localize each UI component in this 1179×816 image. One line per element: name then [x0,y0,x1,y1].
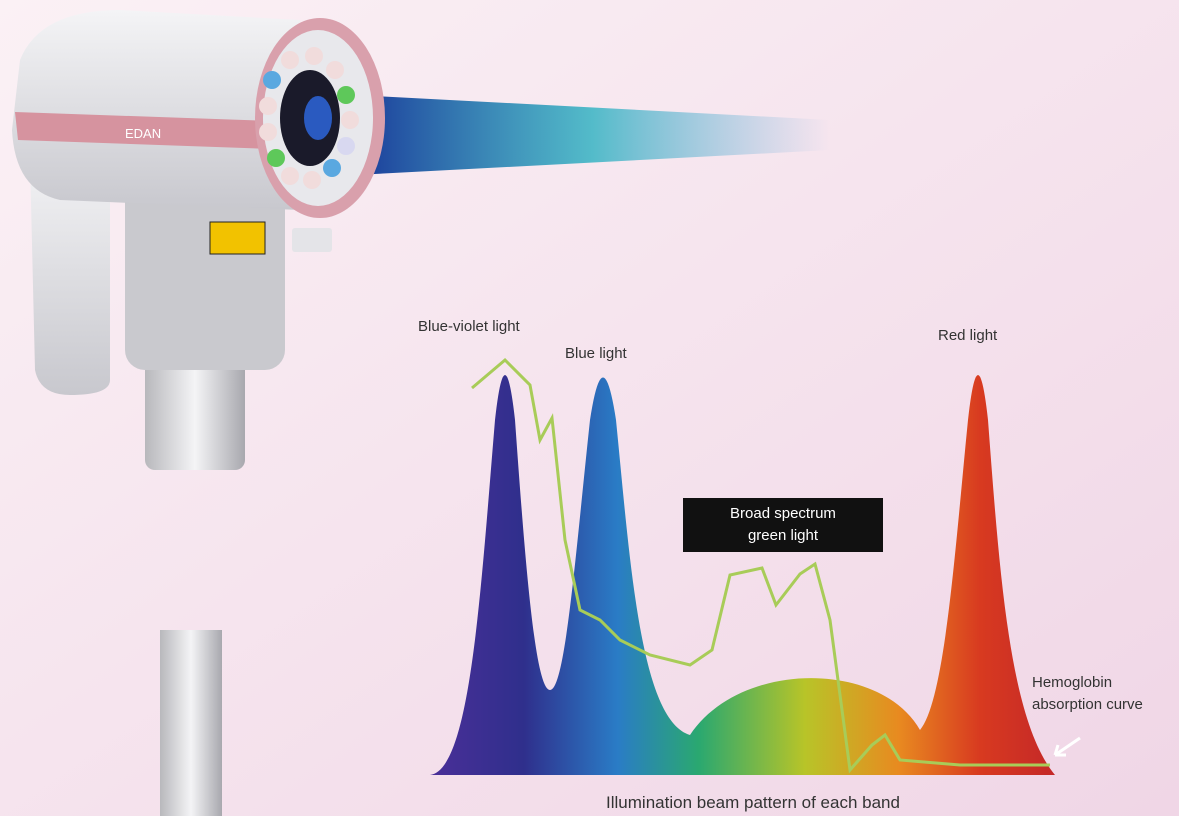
green-label-box [683,498,883,552]
led [259,97,277,115]
led [341,111,359,129]
device: EDAN [12,10,830,816]
red-label: Red light [938,327,998,344]
mount [125,180,285,370]
led [305,47,323,65]
led [323,159,341,177]
arrow [1053,736,1081,757]
led [259,123,277,141]
led [303,171,321,189]
light-beam [355,95,830,175]
led [337,86,355,104]
led [326,61,344,79]
hemoglobin-curve [471,357,1050,774]
pink-band [15,112,300,150]
warning-label [209,221,266,255]
led [281,167,299,185]
stand-pole [160,630,222,816]
led [267,149,285,167]
led [263,71,281,89]
blue-violet-label: Blue-violet light [418,318,521,335]
hemoglobin-label: Hemoglobin [1032,674,1112,691]
stand-joint [145,360,245,470]
caption: Illumination beam pattern of each band [606,793,900,812]
spectrum-bands [430,375,1055,775]
blue-label: Blue light [565,345,628,362]
green-label: Broad spectrum [730,505,836,522]
handle [30,150,110,395]
lens-glare [304,96,332,140]
hemoglobin-label: absorption curve [1032,696,1143,713]
green-label: green light [748,527,819,544]
sensor [292,228,332,252]
led [337,137,355,155]
brand-label: EDAN [125,126,161,141]
device-body [12,10,300,210]
led [281,51,299,69]
